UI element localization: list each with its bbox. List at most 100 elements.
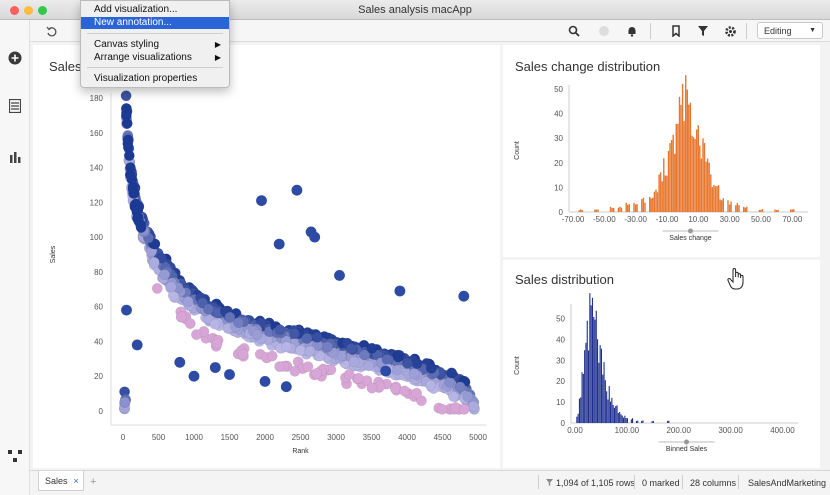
scatter-chart[interactable]: 0 20 40 60 80 100 120 140 160 180 0 500 1000 1500 2000… [33, 45, 500, 468]
scatter-point [191, 329, 202, 341]
x-tick-label: 2000 [256, 433, 274, 442]
bookmark-icon[interactable] [668, 23, 684, 39]
histogram-bar [668, 420, 670, 423]
scatter-point [353, 372, 365, 384]
histogram-bar [585, 342, 587, 423]
menu-item-new-annotation[interactable]: New annotation... [81, 17, 229, 29]
scatter-outlier-point [280, 381, 292, 393]
x-tick-label: 400.00 [770, 426, 795, 435]
histogram-bar [696, 129, 698, 212]
y-tick-label: 0 [559, 208, 564, 217]
histogram-bar [730, 201, 732, 212]
scatter-point [274, 361, 286, 373]
add-icon[interactable] [7, 50, 23, 66]
data-table-name[interactable]: SalesAndMarketing [748, 478, 827, 488]
gear-icon[interactable] [722, 23, 738, 39]
histogram-bar [634, 204, 637, 212]
sales-change-panel[interactable]: Sales change distribution 0 10 20 30 40 50 -70… [503, 45, 820, 257]
scatter-point [345, 343, 357, 355]
mode-select[interactable]: Editing ▼ [757, 22, 823, 39]
histogram-bar [663, 158, 665, 212]
histogram-bar [705, 161, 707, 212]
histogram-bar [661, 181, 663, 212]
histogram-bar [706, 158, 709, 212]
y-tick-label: 140 [90, 164, 104, 173]
histogram-bar [608, 386, 610, 423]
histogram-bar [642, 420, 644, 423]
y-axis-label: Sales [50, 245, 57, 263]
scatter-point [391, 364, 403, 376]
scatter-point [151, 282, 163, 294]
close-tab-icon[interactable]: × [73, 476, 79, 486]
histogram-bar [652, 420, 654, 423]
x-tick-label: 3500 [363, 433, 381, 442]
menu-item-visualization-properties[interactable]: Visualization properties [94, 73, 198, 84]
scatter-point [436, 403, 448, 415]
scatter-point [389, 383, 401, 395]
x-tick-label: 5000 [469, 433, 487, 442]
sales-change-histogram[interactable]: 0 10 20 30 40 50 -70.00 -50.00 -30.00 -10.00 10.00… [503, 45, 820, 257]
minimize-window-button[interactable] [24, 6, 33, 15]
y-tick-label: 40 [94, 337, 103, 346]
scatter-point [175, 311, 187, 323]
x-tick-label: 1500 [221, 433, 239, 442]
x-tick-label: 4500 [434, 433, 452, 442]
histogram-bar [728, 204, 731, 212]
undo-icon[interactable] [44, 23, 60, 39]
histogram-bar [621, 415, 623, 423]
histogram-bar [604, 380, 606, 423]
scatter-point [301, 332, 313, 344]
filter-icon[interactable] [695, 23, 711, 39]
search-icon[interactable] [566, 23, 582, 39]
histogram-bar [636, 204, 638, 212]
histogram-bar [625, 202, 627, 212]
sales-distribution-histogram[interactable]: 0 10 20 30 40 50 0.00 100.00 200.00 300.00 400.00 C… [503, 260, 820, 468]
y-tick-label: 40 [554, 110, 563, 119]
scatter-point [122, 118, 133, 129]
histogram-bar [606, 391, 608, 423]
histogram-bar [790, 209, 792, 212]
bar-chart-icon[interactable] [7, 148, 23, 164]
x-tick-label: 0 [121, 433, 126, 442]
scatter-panel[interactable]: Sales 0 20 40 60 80 100 120 140 160 180 0 500 1000 15… [33, 45, 500, 468]
bell-icon[interactable] [624, 23, 640, 39]
menu-item-add-visualization[interactable]: Add visualization... [94, 4, 178, 15]
histogram-bar [694, 138, 696, 212]
scatter-point [209, 318, 221, 330]
histogram-bar [702, 138, 704, 212]
mode-select-value: Editing [764, 25, 792, 36]
x-tick-label: 70.00 [782, 215, 803, 224]
scatter-point [415, 395, 427, 407]
page-tab-sales[interactable]: Sales × [38, 471, 84, 491]
histogram-bar [697, 125, 699, 212]
histogram-bar [594, 209, 596, 212]
x-tick-label: -10.00 [656, 215, 679, 224]
y-tick-label: 0 [99, 407, 104, 416]
scatter-point [119, 396, 131, 408]
histogram-bar [758, 210, 761, 212]
scatter-point [237, 348, 249, 360]
scatter-point [165, 281, 177, 293]
circle-icon[interactable] [596, 23, 612, 39]
menu-item-arrange-visualizations[interactable]: Arrange visualizations ▶ [94, 52, 221, 63]
y-tick-label: 160 [90, 129, 104, 138]
y-tick-label: 80 [94, 268, 103, 277]
scatter-outlier-point [334, 270, 345, 281]
scatter-point [322, 341, 334, 353]
menu-item-canvas-styling[interactable]: Canvas styling ▶ [94, 39, 221, 50]
scatter-outlier-point [121, 304, 132, 316]
data-table-icon[interactable] [7, 98, 23, 114]
network-icon[interactable] [7, 448, 23, 464]
scatter-point [120, 90, 132, 102]
axis-selector-handle [684, 439, 689, 445]
close-window-button[interactable] [10, 6, 19, 15]
histogram-bar [658, 174, 660, 212]
histogram-bar [672, 134, 674, 212]
histogram-bar [699, 145, 701, 212]
histogram-bar [588, 350, 590, 423]
histogram-bar [743, 206, 745, 212]
zoom-window-button[interactable] [38, 6, 47, 15]
add-tab-button[interactable]: + [90, 476, 97, 488]
sales-distribution-panel[interactable]: Sales distribution 0 10 20 30 40 50 0.00 100.00… [503, 260, 820, 468]
histogram-bar [692, 137, 695, 212]
